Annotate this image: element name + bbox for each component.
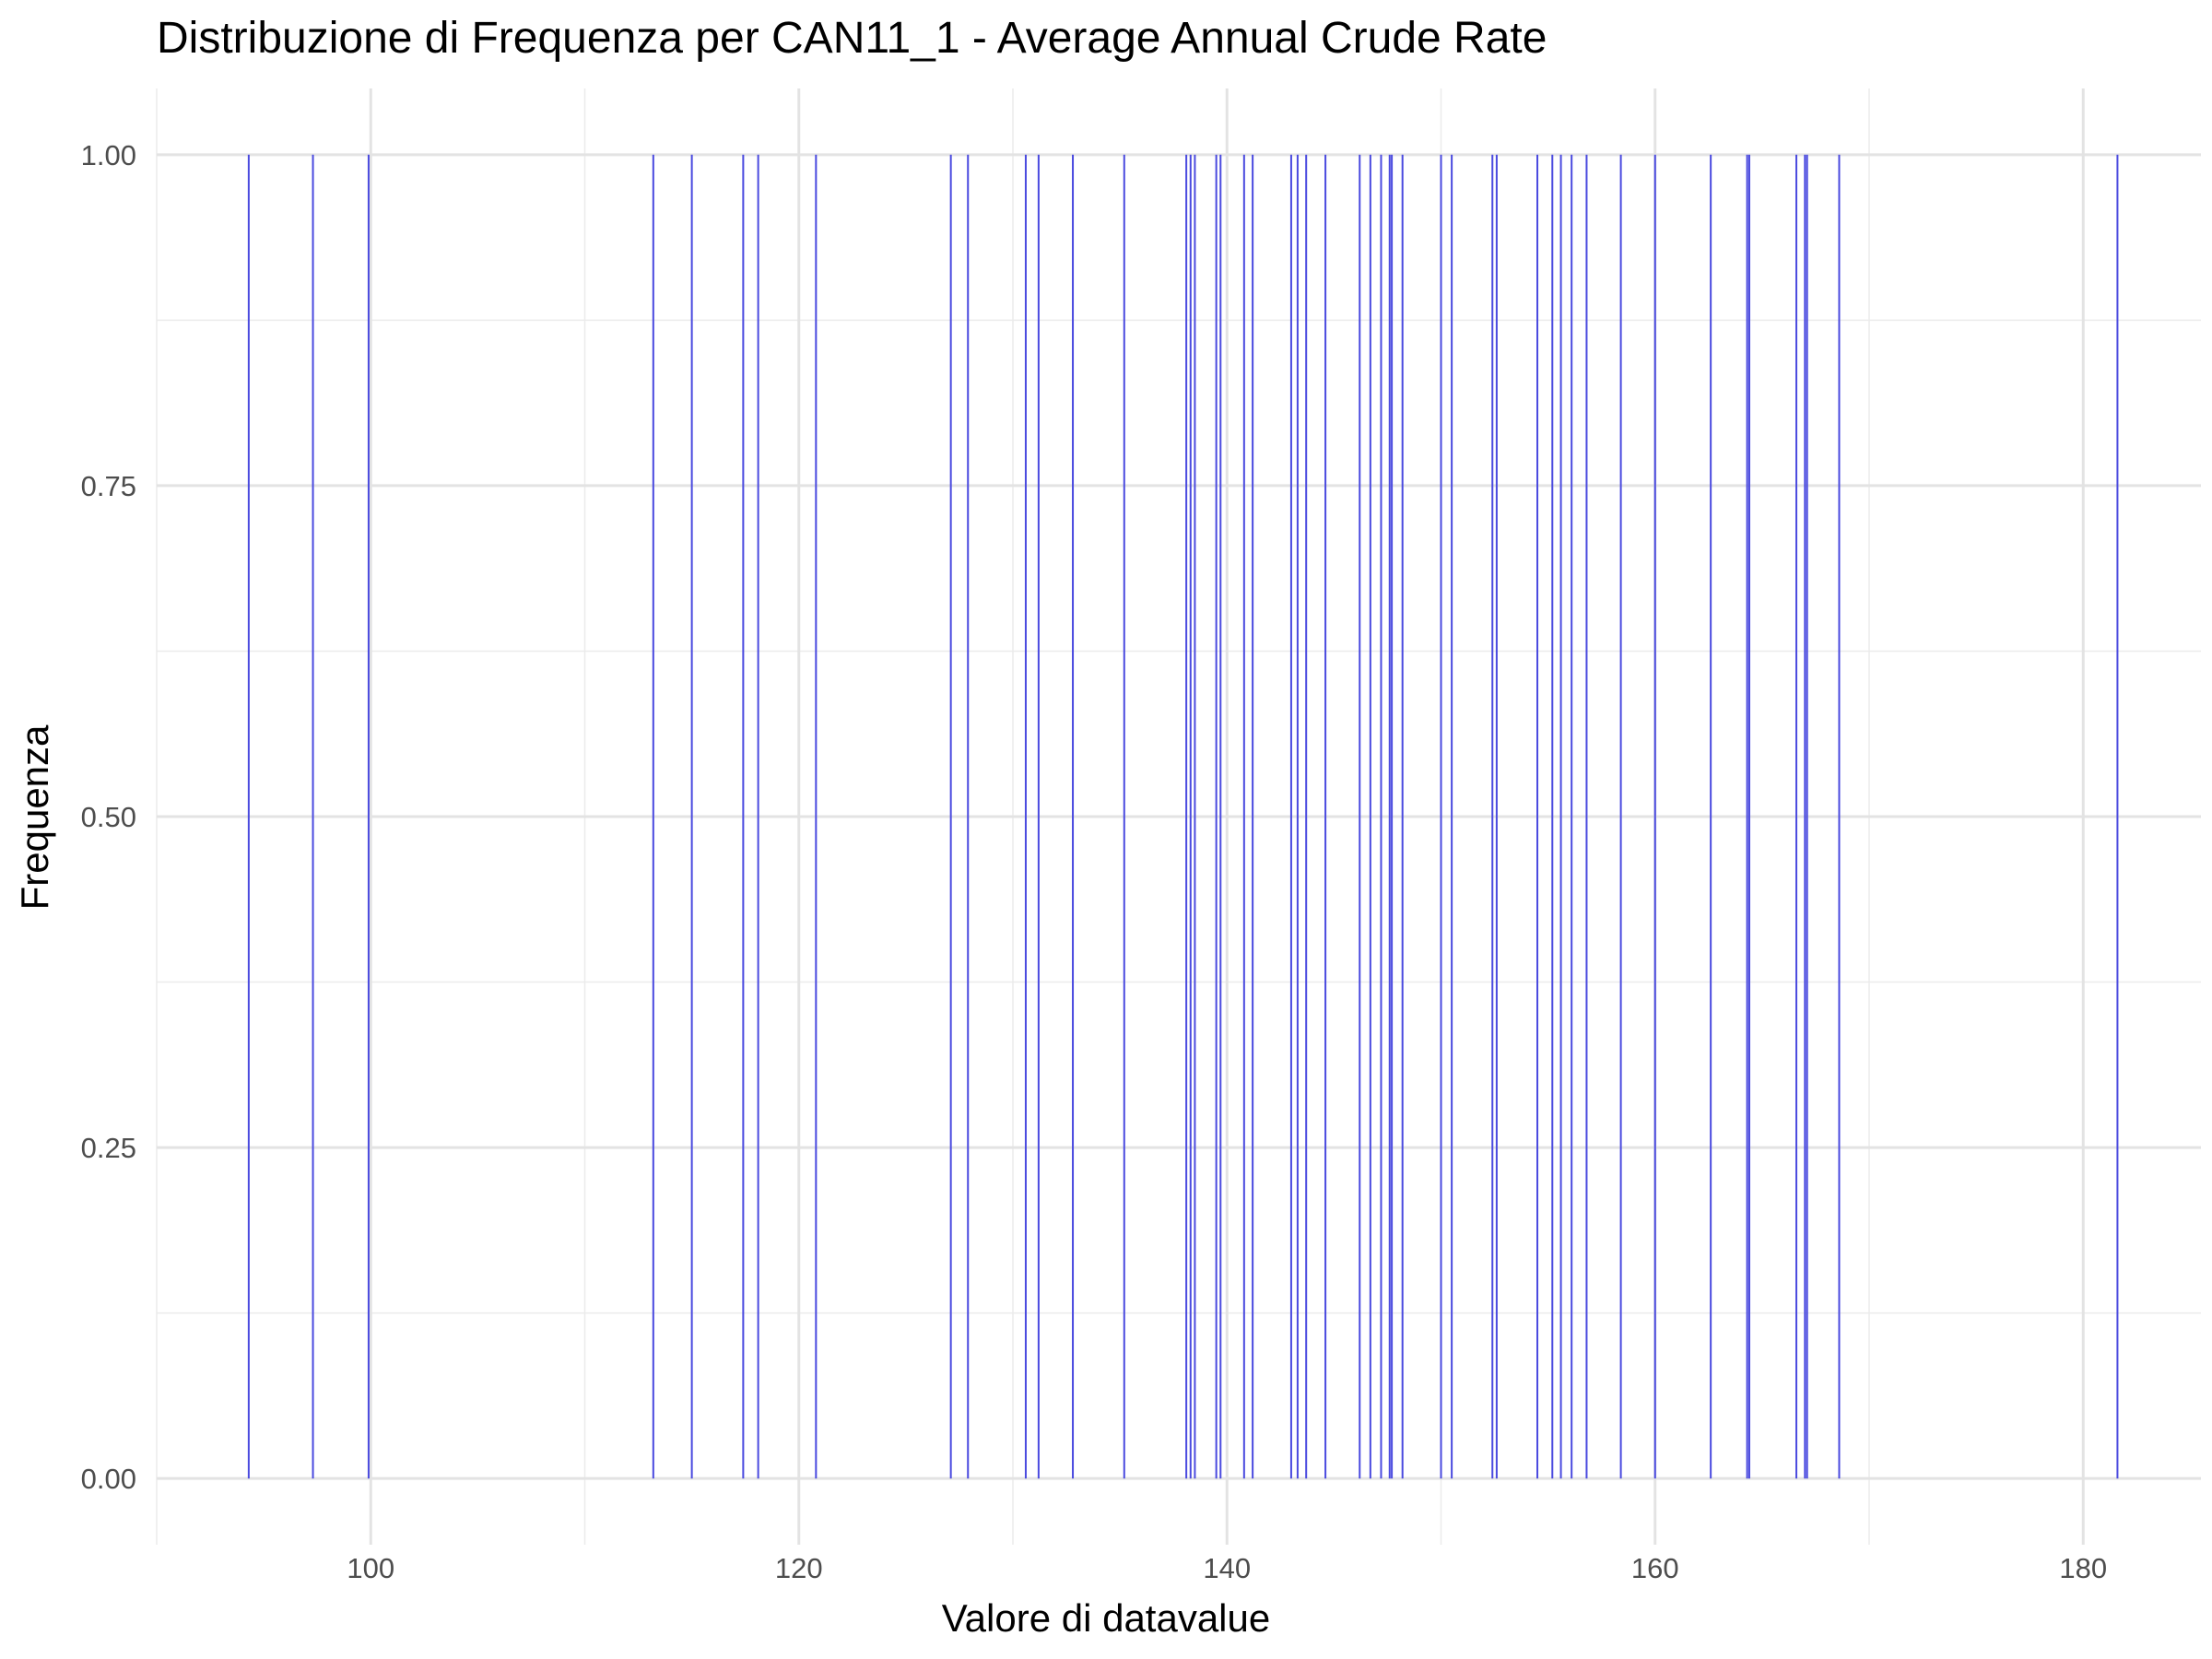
bar (1024, 154, 1027, 1479)
bar (1585, 154, 1588, 1479)
bar (2116, 154, 2119, 1479)
y-tick-label: 0.50 (81, 801, 136, 833)
x-tick-label: 120 (775, 1552, 823, 1584)
bar (1072, 154, 1075, 1479)
y-axis-label: Frequenza (13, 724, 56, 911)
bar (1324, 154, 1327, 1479)
bar (1296, 154, 1299, 1479)
bar (1185, 154, 1188, 1479)
bar (1440, 154, 1442, 1479)
x-tick-label: 180 (2059, 1552, 2107, 1584)
bar (1559, 154, 1562, 1479)
bar (1219, 154, 1222, 1479)
y-tick-label: 0.75 (81, 470, 136, 502)
bar (1806, 154, 1808, 1479)
bar (1710, 154, 1712, 1479)
bar (1380, 154, 1382, 1479)
bar (1495, 154, 1498, 1479)
y-tick-label: 1.00 (81, 139, 136, 171)
bar (1359, 154, 1361, 1479)
bar (1123, 154, 1125, 1479)
bar (1189, 154, 1192, 1479)
bar (367, 154, 370, 1479)
bar (757, 154, 759, 1479)
x-tick-label: 160 (1631, 1552, 1679, 1584)
bar (1571, 154, 1573, 1479)
x-tick-label: 140 (1203, 1552, 1251, 1584)
bar (1242, 154, 1245, 1479)
bar (1305, 154, 1308, 1479)
bar (1536, 154, 1539, 1479)
bar (1804, 154, 1806, 1479)
bar (1619, 154, 1622, 1479)
bar (1388, 154, 1391, 1479)
bar (247, 154, 250, 1479)
x-tick-label: 100 (347, 1552, 394, 1584)
bar (690, 154, 693, 1479)
bar (1252, 154, 1254, 1479)
bar (1551, 154, 1554, 1479)
bar (1746, 154, 1748, 1479)
y-tick-label: 0.25 (81, 1132, 136, 1164)
bar (1369, 154, 1371, 1479)
bar (815, 154, 818, 1479)
bar (967, 154, 970, 1479)
chart-title: Distribuzione di Frequenza per CAN11_1 -… (157, 14, 1547, 63)
bar (1491, 154, 1494, 1479)
bar (1451, 154, 1453, 1479)
bar (1215, 154, 1218, 1479)
bar (1401, 154, 1404, 1479)
bar (1391, 154, 1394, 1479)
bar (1747, 154, 1750, 1479)
bar (1795, 154, 1798, 1479)
y-tick-label: 0.00 (81, 1463, 136, 1495)
bar (742, 154, 745, 1479)
bar (1289, 154, 1292, 1479)
bar (312, 154, 314, 1479)
x-axis-label: Valore di datavalue (941, 1596, 1271, 1640)
bar (1037, 154, 1040, 1479)
bar (1194, 154, 1196, 1479)
bar (652, 154, 654, 1479)
bar (1653, 154, 1656, 1479)
bar (949, 154, 952, 1479)
bar (1838, 154, 1841, 1479)
